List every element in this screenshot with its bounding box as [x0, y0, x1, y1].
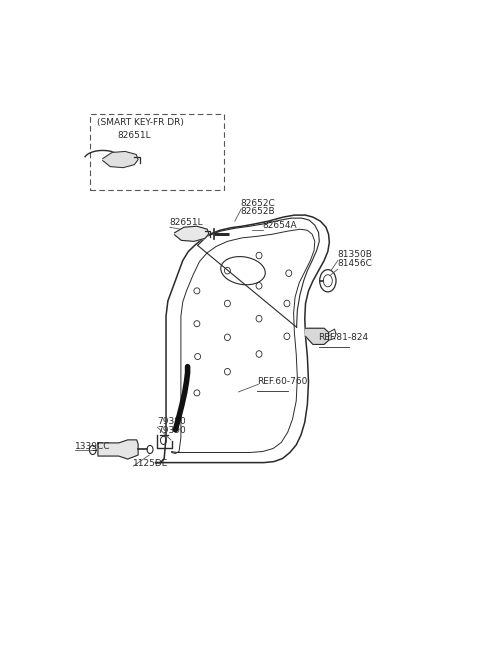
Polygon shape: [98, 440, 138, 459]
Text: 81350B: 81350B: [337, 250, 372, 259]
Text: 82652C: 82652C: [240, 199, 275, 207]
Text: 79380: 79380: [156, 417, 185, 426]
Text: 81456C: 81456C: [337, 258, 372, 268]
Text: 1125DE: 1125DE: [132, 459, 168, 468]
Polygon shape: [175, 226, 209, 241]
Text: 1339CC: 1339CC: [75, 442, 110, 451]
Text: 79390: 79390: [156, 426, 185, 435]
Text: REF.60-760: REF.60-760: [257, 377, 308, 386]
Text: 82654A: 82654A: [263, 221, 298, 230]
Text: (SMART KEY-FR DR): (SMART KEY-FR DR): [97, 117, 184, 127]
Polygon shape: [103, 152, 138, 168]
Polygon shape: [305, 328, 329, 344]
Text: 82651L: 82651L: [170, 218, 204, 227]
Text: 82651L: 82651L: [118, 131, 151, 140]
Text: 82652B: 82652B: [240, 207, 275, 216]
Text: REF.81-824: REF.81-824: [319, 333, 369, 342]
